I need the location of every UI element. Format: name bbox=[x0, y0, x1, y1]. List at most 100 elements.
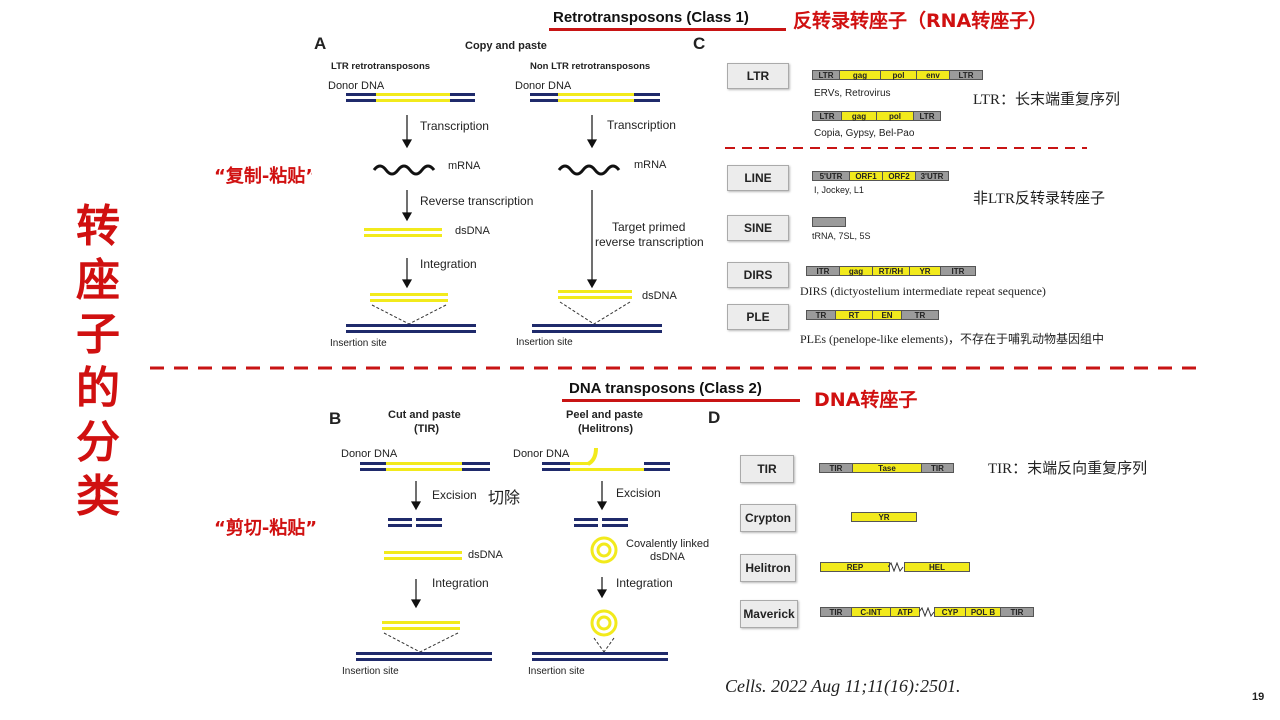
insertion-site-right: Insertion site bbox=[516, 337, 573, 348]
excision-cn: 切除 bbox=[488, 488, 521, 507]
integration-label: Integration bbox=[420, 257, 477, 271]
maverick-seg-5: TIR bbox=[1000, 607, 1034, 617]
donor-label-tir: Donor DNA bbox=[341, 448, 398, 460]
ltr1-seg-2: pol bbox=[880, 70, 917, 80]
ltr1-seg-1: gag bbox=[839, 70, 881, 80]
mrna-wave-left bbox=[372, 164, 436, 176]
class1-header-cn: 反转录转座子（RNA转座子） bbox=[793, 10, 1048, 32]
copy-paste-annotation: “复制-粘贴” bbox=[214, 166, 318, 187]
tir-seg-2: TIR bbox=[921, 463, 954, 473]
line-label: LINE bbox=[727, 165, 789, 191]
ple-seg-0: TR bbox=[806, 310, 836, 320]
mrna-wave-right bbox=[557, 164, 621, 176]
slide-vertical-title: 转座子的分类 bbox=[76, 201, 120, 522]
panel-a-letter: A bbox=[314, 34, 327, 53]
class2-header-cn: DNA转座子 bbox=[814, 389, 918, 411]
insertion-site-helitron: Insertion site bbox=[528, 666, 585, 677]
helitron-label: Helitron bbox=[740, 554, 796, 582]
covalent-label-1: Covalently linked bbox=[626, 538, 710, 550]
dirs-seg-3: YR bbox=[909, 266, 941, 276]
dirs-caption: DIRS (dictyostelium intermediate repeat … bbox=[800, 284, 1046, 298]
col1-title: LTR retrotransposons bbox=[331, 61, 431, 72]
tir-seg-1: Tase bbox=[852, 463, 922, 473]
col2-title: Non LTR retrotransposons bbox=[530, 61, 651, 72]
nonltr-note: 非LTR反转录转座子 bbox=[973, 191, 1105, 207]
line-seg-2: ORF2 bbox=[882, 171, 916, 181]
insertion-site-tir: Insertion site bbox=[342, 666, 399, 677]
panel-d-letter: D bbox=[708, 408, 721, 427]
maverick-seg-4: POL B bbox=[965, 607, 1001, 617]
class1-header-en: Retrotransposons (Class 1) bbox=[553, 9, 749, 26]
dirs-label: DIRS bbox=[727, 262, 789, 288]
ple-label: PLE bbox=[727, 304, 789, 330]
crypton-seg-0: YR bbox=[851, 512, 917, 522]
line-caption: I, Jockey, L1 bbox=[814, 185, 864, 195]
tir-label: TIR bbox=[740, 455, 794, 483]
dsdna-left bbox=[364, 228, 442, 231]
panel-c-letter: C bbox=[693, 34, 706, 53]
ple-seg-1: RT bbox=[835, 310, 873, 320]
line-seg-0: 5'UTR bbox=[812, 171, 850, 181]
cut-paste-title-1: Cut and paste bbox=[388, 409, 461, 421]
excision-right: Excision bbox=[616, 486, 661, 500]
ltr2-seg-1: gag bbox=[841, 111, 877, 121]
panel-b-graphics bbox=[356, 447, 670, 661]
maverick-label: Maverick bbox=[740, 600, 798, 628]
donor-dna-ltr bbox=[346, 93, 475, 102]
donor-label-right: Donor DNA bbox=[515, 80, 572, 92]
ltr1-seg-0: LTR bbox=[812, 70, 840, 80]
dirs-seg-0: ITR bbox=[806, 266, 840, 276]
helitron-break-icon bbox=[888, 562, 904, 572]
maverick-seg-1: C-INT bbox=[851, 607, 891, 617]
page-number: 19 bbox=[1252, 691, 1265, 703]
ple-seg-2: EN bbox=[872, 310, 902, 320]
insertion-site-left: Insertion site bbox=[330, 338, 387, 349]
ltr-note: LTR：长末端重复序列 bbox=[973, 92, 1120, 108]
excision-left: Excision bbox=[432, 488, 477, 502]
helitron-seg-0: REP bbox=[820, 562, 890, 572]
sine-label: SINE bbox=[727, 215, 789, 241]
transcription-left: Transcription bbox=[420, 119, 489, 133]
dsdna-label-left: dsDNA bbox=[455, 225, 490, 237]
ltr1-seg-4: LTR bbox=[949, 70, 983, 80]
peel-paste-title-1: Peel and paste bbox=[566, 409, 644, 421]
class2-header-en: DNA transposons (Class 2) bbox=[569, 380, 762, 397]
sine-seg bbox=[812, 217, 846, 227]
line-seg-1: ORF1 bbox=[849, 171, 883, 181]
dsdna-label-right: dsDNA bbox=[642, 290, 677, 302]
panel-a-graphics bbox=[346, 93, 662, 333]
dirs-seg-1: gag bbox=[839, 266, 873, 276]
cut-paste-annotation: “剪切-粘贴” bbox=[214, 518, 318, 539]
panel-a-mode: Copy and paste bbox=[465, 40, 547, 52]
panel-a: A Copy and paste LTR retrotransposons No… bbox=[312, 32, 724, 354]
reverse-transcription-label: Reverse transcription bbox=[420, 194, 534, 208]
ltr1-seg-3: env bbox=[916, 70, 950, 80]
donor-label-left: Donor DNA bbox=[328, 80, 385, 92]
cut-paste-title-2: (TIR) bbox=[414, 423, 440, 435]
tir-seg-0: TIR bbox=[819, 463, 853, 473]
class1-header-underline bbox=[549, 28, 786, 31]
maverick-break-icon bbox=[919, 607, 935, 617]
dirs-seg-4: ITR bbox=[940, 266, 976, 276]
integration-helitron: Integration bbox=[616, 576, 673, 590]
class2-header-underline bbox=[562, 399, 800, 402]
mrna-label-right: mRNA bbox=[634, 159, 667, 171]
ltr2-seg-2: pol bbox=[876, 111, 914, 121]
section-divider bbox=[150, 366, 1205, 370]
donor-label-helitron: Donor DNA bbox=[513, 448, 570, 460]
ltr2-seg-0: LTR bbox=[812, 111, 842, 121]
panel-b: B Cut and paste (TIR) Peel and paste (He… bbox=[316, 404, 716, 682]
ltr-label: LTR bbox=[727, 63, 789, 89]
dirs-seg-2: RT/RH bbox=[872, 266, 910, 276]
tir-note: TIR：末端反向重复序列 bbox=[988, 461, 1148, 477]
maverick-seg-3: CYP bbox=[934, 607, 966, 617]
maverick-seg-2: ATP bbox=[890, 607, 920, 617]
citation: Cells. 2022 Aug 11;11(16):2501. bbox=[725, 676, 961, 696]
line-seg-3: 3'UTR bbox=[915, 171, 949, 181]
dsdna-label-tir: dsDNA bbox=[468, 549, 503, 561]
peel-paste-title-2: (Helitrons) bbox=[578, 423, 633, 435]
mrna-label-left: mRNA bbox=[448, 160, 481, 172]
donor-dna-nonltr bbox=[530, 93, 660, 102]
helitron-seg-1: HEL bbox=[904, 562, 970, 572]
target-primed-label-2: reverse transcription bbox=[595, 235, 704, 249]
